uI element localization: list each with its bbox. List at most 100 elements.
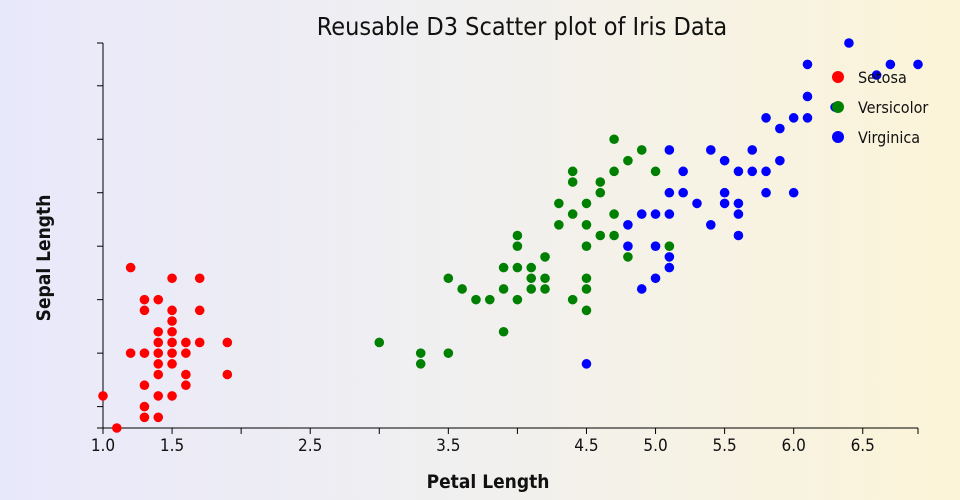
virginica-point xyxy=(705,145,716,155)
setosa-point xyxy=(98,391,108,401)
virginica-point xyxy=(733,230,744,241)
setosa-point xyxy=(153,337,164,348)
setosa-point xyxy=(222,337,233,348)
setosa-point xyxy=(139,401,150,412)
y-axis-label: Sepal Length xyxy=(33,195,55,322)
versicolor-point xyxy=(595,177,606,187)
versicolor-point xyxy=(415,348,426,358)
versicolor-point xyxy=(581,284,592,294)
virginica-point xyxy=(692,198,702,209)
versicolor-point xyxy=(567,166,578,177)
virginica-point xyxy=(623,241,633,251)
setosa-point xyxy=(167,273,177,284)
versicolor-point xyxy=(636,145,647,155)
virginica-point xyxy=(802,113,813,123)
setosa-point xyxy=(153,369,164,380)
setosa-point xyxy=(153,391,164,401)
virginica-point xyxy=(705,220,716,230)
virginica-point xyxy=(650,209,661,219)
versicolor-point xyxy=(609,134,619,145)
virginica-point xyxy=(678,166,688,177)
versicolor-point xyxy=(540,273,550,284)
versicolor-point xyxy=(609,166,619,177)
virginica-point xyxy=(747,145,758,155)
versicolor-point xyxy=(443,348,454,358)
setosa-point xyxy=(125,262,136,273)
versicolor-point xyxy=(609,230,619,241)
x-tick-label: 4.5 xyxy=(574,436,598,456)
versicolor-point xyxy=(581,241,592,251)
setosa-point xyxy=(153,412,164,423)
x-axis: 1.0 1.5 2.5 3.5 4.5 5.0 5.5 6.0 6.5 xyxy=(91,427,919,456)
virginica-point xyxy=(719,198,730,209)
x-axis-label: Petal Length xyxy=(427,471,550,493)
virginica-point xyxy=(623,220,633,230)
virginica-point xyxy=(913,59,923,70)
virginica-point xyxy=(788,187,799,198)
versicolor-point xyxy=(498,326,509,337)
virginica-point xyxy=(664,252,675,262)
versicolor-point xyxy=(623,252,633,262)
virginica-point xyxy=(802,91,813,102)
x-tick-label: 1.0 xyxy=(91,436,115,456)
versicolor-point xyxy=(443,273,454,284)
setosa-point xyxy=(139,305,150,316)
virginica-point xyxy=(761,166,771,177)
chart-title: Reusable D3 Scatter plot of Iris Data xyxy=(317,12,727,41)
virginica-point xyxy=(885,59,896,70)
virginica-point xyxy=(761,113,771,123)
legend-label-versicolor: Versicolor xyxy=(858,98,928,117)
legend-swatch-versicolor xyxy=(832,101,844,113)
x-tick-label: 1.5 xyxy=(160,436,184,456)
virginica-point xyxy=(664,262,675,273)
legend-label-setosa: Setosa xyxy=(858,68,907,87)
setosa-point xyxy=(194,273,205,284)
x-tick-label: 5.0 xyxy=(643,436,667,456)
virginica-point xyxy=(733,198,744,209)
versicolor-point xyxy=(650,166,661,177)
versicolor-point xyxy=(484,294,495,305)
virginica-point xyxy=(664,145,675,155)
setosa-point xyxy=(167,359,177,369)
versicolor-point xyxy=(664,241,675,251)
setosa-point xyxy=(153,348,164,358)
setosa-point xyxy=(139,348,150,358)
virginica-point xyxy=(678,187,688,198)
versicolor-point xyxy=(526,284,537,294)
virginica-point xyxy=(636,284,647,294)
versicolor-point xyxy=(512,294,523,305)
setosa-point xyxy=(167,391,177,401)
versicolor-point xyxy=(374,337,385,348)
legend-swatch-virginica xyxy=(832,131,844,143)
virginica-point xyxy=(650,241,661,251)
versicolor-point xyxy=(581,305,592,316)
versicolor-point xyxy=(540,252,550,262)
versicolor-point xyxy=(623,155,633,166)
legend-swatch-setosa xyxy=(832,71,844,83)
versicolor-point xyxy=(567,209,578,219)
setosa-point xyxy=(222,369,233,380)
versicolor-point xyxy=(581,273,592,284)
versicolor-point xyxy=(471,294,481,305)
versicolor-point xyxy=(540,284,550,294)
versicolor-point xyxy=(526,262,537,273)
y-axis xyxy=(97,42,104,429)
virginica-point xyxy=(664,209,675,219)
setosa-point xyxy=(153,326,164,337)
versicolor-point xyxy=(498,284,509,294)
virginica-point xyxy=(719,187,730,198)
virginica-point xyxy=(650,273,661,284)
versicolor-point xyxy=(581,220,592,230)
setosa-point xyxy=(125,348,136,358)
virginica-point xyxy=(788,113,799,123)
virginica-point xyxy=(664,187,675,198)
x-tick-label: 2.5 xyxy=(298,436,322,456)
data-points xyxy=(98,38,923,433)
versicolor-point xyxy=(526,273,537,284)
virginica-point xyxy=(871,70,882,80)
versicolor-point xyxy=(581,198,592,209)
versicolor-point xyxy=(498,262,509,273)
setosa-point xyxy=(181,369,191,380)
setosa-point xyxy=(167,305,177,316)
